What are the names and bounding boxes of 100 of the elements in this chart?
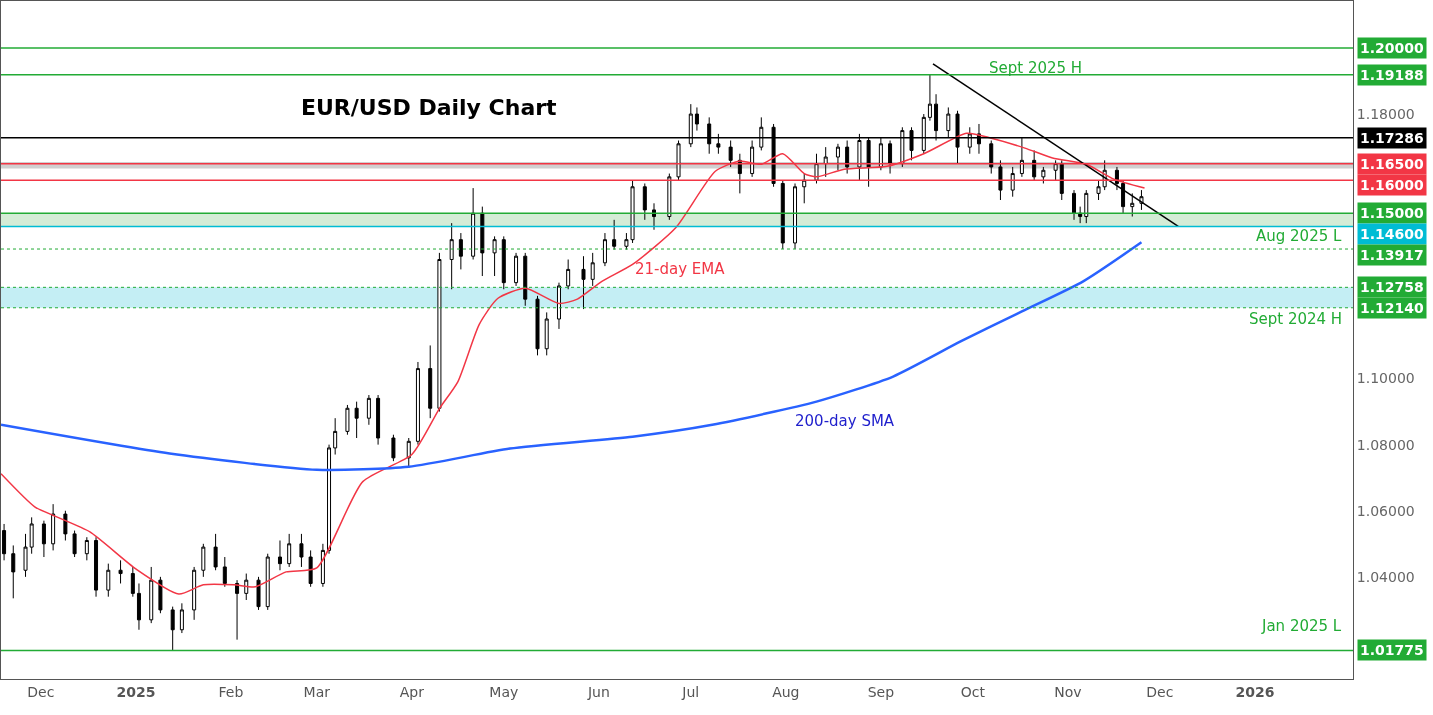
ref-line-label: 1.17286 bbox=[1360, 130, 1424, 146]
annotation: Sept 2025 H bbox=[989, 59, 1083, 77]
candlestick bbox=[449, 222, 454, 290]
candlestick bbox=[327, 444, 332, 555]
candlestick bbox=[823, 146, 828, 178]
candlestick bbox=[277, 539, 282, 571]
candlestick bbox=[244, 573, 249, 601]
candlestick bbox=[602, 232, 607, 267]
candlestick bbox=[1032, 149, 1037, 181]
x-tick-label: Aug bbox=[772, 683, 800, 700]
annotation: Jan 2025 L bbox=[1261, 617, 1342, 635]
candlestick bbox=[927, 74, 932, 122]
y-tick-label: 1.18000 bbox=[1356, 105, 1415, 122]
x-tick-label: Apr bbox=[399, 683, 425, 700]
candlestick bbox=[793, 182, 798, 250]
ref-line-label: 1.20000 bbox=[1360, 40, 1425, 56]
candlestick bbox=[84, 536, 89, 561]
candlestick bbox=[566, 259, 571, 290]
annotation: 200-day SMA bbox=[795, 412, 895, 430]
candlestick bbox=[888, 140, 893, 175]
candlestick bbox=[118, 559, 123, 584]
candlestick bbox=[514, 252, 519, 287]
candlestick bbox=[106, 563, 111, 598]
candlestick bbox=[845, 140, 850, 175]
candlestick bbox=[535, 295, 540, 356]
y-tick-label: 1.10000 bbox=[1356, 370, 1415, 387]
candlestick bbox=[1053, 159, 1058, 181]
candlestick bbox=[1041, 166, 1046, 184]
candlestick bbox=[256, 576, 261, 611]
candlestick bbox=[235, 579, 240, 641]
x-tick-label: Jun bbox=[586, 683, 610, 700]
ref-line-label: 1.19188 bbox=[1360, 67, 1424, 83]
candlestick bbox=[556, 282, 561, 330]
candlestick bbox=[471, 187, 476, 261]
ref-line-label: 1.15000 bbox=[1360, 205, 1425, 221]
candlestick bbox=[72, 530, 77, 558]
candlestick bbox=[1078, 206, 1083, 224]
candlestick bbox=[287, 533, 292, 568]
candlestick bbox=[136, 582, 141, 631]
candlestick bbox=[1010, 166, 1015, 198]
candlestick bbox=[989, 140, 994, 175]
candlestick bbox=[170, 606, 175, 651]
candlestick bbox=[94, 536, 99, 598]
line-series bbox=[1, 241, 1143, 472]
candlestick bbox=[480, 206, 485, 277]
y-tick-label: 1.06000 bbox=[1356, 502, 1415, 519]
candlestick bbox=[1130, 192, 1135, 218]
candlestick bbox=[158, 576, 163, 614]
candlestick bbox=[437, 252, 442, 413]
ref-line-label: 1.13917 bbox=[1360, 247, 1424, 263]
candlestick bbox=[1084, 189, 1089, 224]
candlestick bbox=[192, 566, 197, 621]
candlestick bbox=[835, 143, 840, 171]
candlestick bbox=[406, 437, 411, 469]
candlestick bbox=[11, 544, 16, 599]
candlestick bbox=[366, 394, 371, 426]
candlestick bbox=[345, 404, 350, 436]
candlestick bbox=[265, 553, 270, 611]
candlestick bbox=[222, 556, 227, 588]
x-tick-label: 2026 bbox=[1235, 683, 1275, 700]
candlestick bbox=[51, 503, 56, 551]
candlestick bbox=[391, 434, 396, 462]
ref-line-label: 1.14600 bbox=[1360, 226, 1425, 242]
candlestick bbox=[308, 549, 313, 588]
x-tick-label: Nov bbox=[1054, 683, 1082, 700]
ref-line-label: 1.16000 bbox=[1360, 177, 1425, 193]
ref-line-label: 1.12140 bbox=[1360, 300, 1425, 316]
annotation: Aug 2025 L bbox=[1256, 227, 1342, 245]
candlestick bbox=[458, 232, 463, 270]
candlestick bbox=[750, 140, 755, 178]
candlestick bbox=[676, 140, 681, 181]
candlestick bbox=[41, 520, 46, 558]
candlestick bbox=[667, 173, 672, 221]
x-tick-label: May bbox=[489, 683, 519, 700]
candlestick bbox=[1059, 159, 1064, 201]
candlestick bbox=[428, 344, 433, 419]
candlestick bbox=[376, 394, 381, 446]
x-tick-label: Dec bbox=[27, 683, 55, 700]
annotation: 21-day EMA bbox=[635, 260, 726, 278]
candlestick bbox=[1096, 179, 1101, 201]
candlestick bbox=[63, 510, 68, 541]
ref-line-label: 1.01775 bbox=[1360, 642, 1424, 658]
candlestick bbox=[201, 543, 206, 578]
ref-line-label: 1.12758 bbox=[1360, 279, 1424, 295]
x-tick-label: Dec bbox=[1146, 683, 1174, 700]
candlestick bbox=[1121, 179, 1126, 214]
candlestick bbox=[492, 235, 497, 277]
candlestick bbox=[320, 543, 325, 588]
candlestick bbox=[1072, 189, 1077, 221]
candlestick bbox=[642, 182, 647, 221]
candlestick bbox=[2, 523, 7, 561]
x-tick-label: 2025 bbox=[116, 683, 156, 700]
candlestick bbox=[333, 417, 338, 456]
candlestick bbox=[590, 252, 595, 287]
candlestick bbox=[694, 106, 699, 132]
ref-line-label: 1.16500 bbox=[1360, 156, 1425, 172]
candlestick bbox=[802, 173, 807, 204]
candlestick bbox=[728, 140, 733, 168]
candlestick bbox=[780, 179, 785, 250]
y-tick-label: 1.04000 bbox=[1356, 568, 1415, 585]
